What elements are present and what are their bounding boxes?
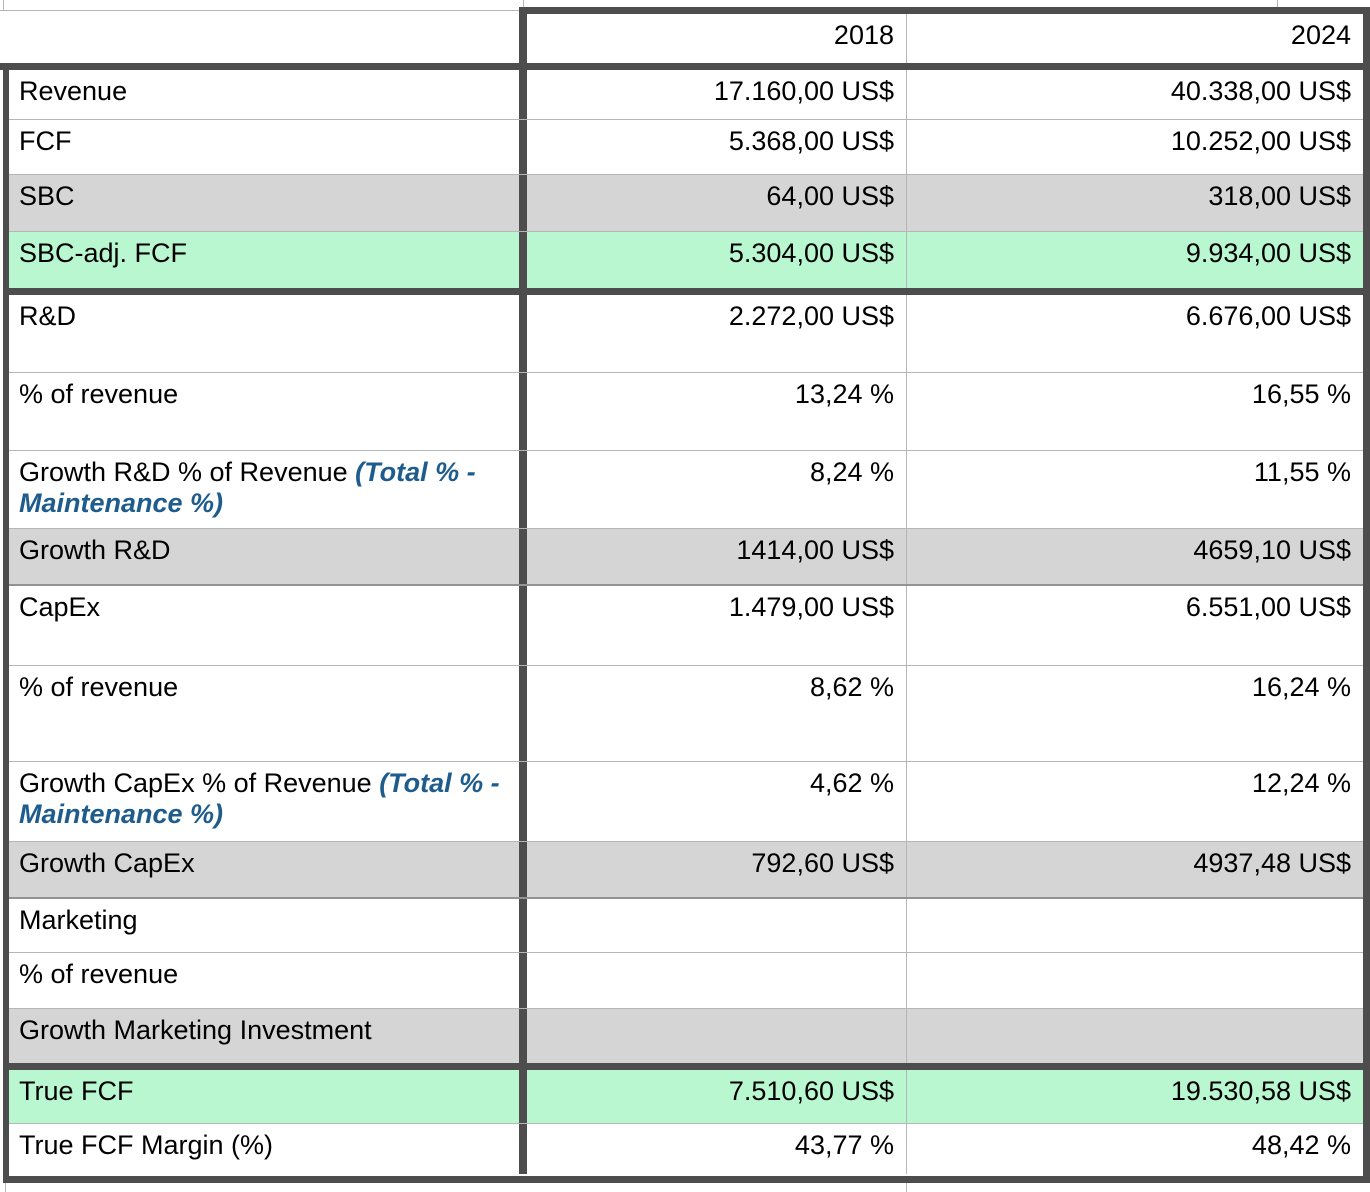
row-label-cell[interactable]: CapEx (9, 586, 527, 665)
cell-2024[interactable]: 12,24 % (1251, 768, 1351, 798)
table-row: Growth CapEx 792,60 US$ 4937,48 US$ (9, 842, 1363, 899)
table-row: % of revenue 13,24 % 16,55 % (9, 373, 1363, 451)
header-cell-2024[interactable]: 2024 (1290, 20, 1351, 50)
cell-2024[interactable]: 4937,48 US$ (1193, 848, 1351, 878)
table-row: Revenue 17.160,00 US$ 40.338,00 US$ (9, 70, 1363, 120)
cell-2024[interactable]: 318,00 US$ (1208, 181, 1351, 211)
cell-2024[interactable]: 10.252,00 US$ (1170, 126, 1351, 156)
row-label-note: (Total % - Maintenance %) (19, 768, 500, 829)
cell-2024[interactable]: 16,55 % (1251, 379, 1351, 409)
row-label-cell[interactable]: R&D (9, 295, 527, 372)
row-label-cell[interactable]: Growth Marketing Investment (9, 1009, 527, 1063)
row-label-cell[interactable]: True FCF (9, 1070, 527, 1123)
cell-2024[interactable]: 9.934,00 US$ (1185, 238, 1351, 268)
cell-2024[interactable] (907, 953, 1363, 1008)
table-row: Growth R&D % of Revenue (Total % - Maint… (9, 451, 1363, 529)
cell-2018[interactable]: 5.304,00 US$ (527, 232, 907, 288)
row-label-cell[interactable]: Growth R&D (9, 529, 527, 584)
row-label: Revenue (19, 76, 128, 106)
cell-2024[interactable]: 6.551,00 US$ (1185, 592, 1351, 622)
cell-2018[interactable]: 64,00 US$ (527, 175, 907, 231)
row-label: Growth CapEx % of Revenue (19, 768, 380, 798)
table-row: % of revenue (9, 953, 1363, 1009)
cell-2018[interactable]: 13,24 % (527, 373, 907, 450)
cell-2024[interactable]: 4659,10 US$ (1193, 535, 1351, 565)
table-row: True FCF Margin (%) 43,77 % 48,42 % (9, 1124, 1363, 1174)
cell-2018[interactable] (527, 899, 907, 952)
table-row: True FCF 7.510,60 US$ 19.530,58 US$ (9, 1070, 1363, 1124)
row-label-cell[interactable]: Revenue (9, 70, 527, 119)
row-label-cell[interactable]: Growth R&D % of Revenue (Total % - Maint… (9, 451, 527, 528)
row-label-cell[interactable]: % of revenue (9, 953, 527, 1008)
cell-2024[interactable]: 6.676,00 US$ (1185, 301, 1351, 331)
gridline (1277, 0, 1278, 7)
row-label: R&D (19, 301, 77, 331)
table-row: CapEx 1.479,00 US$ 6.551,00 US$ (9, 586, 1363, 666)
cell-2018[interactable]: 8,62 % (527, 666, 907, 761)
row-label: SBC (19, 181, 75, 211)
cell-2018[interactable]: 8,24 % (527, 451, 907, 528)
table-row: R&D 2.272,00 US$ 6.676,00 US$ (9, 295, 1363, 373)
table-body: Revenue 17.160,00 US$ 40.338,00 US$ FCF … (3, 70, 1370, 1183)
header-cell-2018[interactable]: 2018 (527, 14, 907, 63)
row-label: Growth R&D % of Revenue (19, 457, 356, 487)
row-label: CapEx (19, 592, 101, 622)
cell-2024[interactable]: 11,55 % (1253, 457, 1351, 487)
row-label-cell[interactable]: % of revenue (9, 373, 527, 450)
row-label: Growth R&D (19, 535, 171, 565)
section-divider (0, 63, 1370, 70)
cell-2018[interactable]: 2.272,00 US$ (527, 295, 907, 372)
row-label: FCF (19, 126, 72, 156)
row-label: % of revenue (19, 379, 179, 409)
table-row: Marketing (9, 899, 1363, 953)
table-row: Growth Marketing Investment (9, 1009, 1363, 1070)
row-label: Growth Marketing Investment (19, 1015, 372, 1045)
row-label: Growth CapEx (19, 848, 195, 878)
table-row: SBC 64,00 US$ 318,00 US$ (9, 175, 1363, 232)
row-label: % of revenue (19, 959, 179, 989)
cell-2018[interactable]: 5.368,00 US$ (527, 120, 907, 174)
gridline (5, 1183, 6, 1192)
row-label: % of revenue (19, 672, 179, 702)
cell-2018[interactable]: 4,62 % (527, 762, 907, 841)
gridline (0, 10, 519, 11)
gridline (523, 0, 524, 7)
cell-2018[interactable]: 43,77 % (527, 1124, 907, 1174)
cell-2024[interactable]: 40.338,00 US$ (1170, 76, 1351, 106)
cell-2018[interactable]: 17.160,00 US$ (527, 70, 907, 119)
row-label: SBC-adj. FCF (19, 238, 188, 268)
cell-2018[interactable] (527, 1009, 907, 1063)
row-label-cell[interactable]: FCF (9, 120, 527, 174)
table-row: Growth R&D 1414,00 US$ 4659,10 US$ (9, 529, 1363, 586)
cell-2024[interactable]: 19.530,58 US$ (1170, 1076, 1351, 1106)
row-label-note: (Total % - Maintenance %) (19, 457, 476, 518)
cell-2024[interactable] (907, 899, 1363, 952)
table-row: Growth CapEx % of Revenue (Total % - Mai… (9, 762, 1363, 842)
cell-2024[interactable]: 16,24 % (1251, 672, 1351, 702)
row-label-cell[interactable]: True FCF Margin (%) (9, 1124, 527, 1174)
row-label-cell[interactable]: Marketing (9, 899, 527, 952)
row-label: True FCF (19, 1076, 134, 1106)
table-row: SBC-adj. FCF 5.304,00 US$ 9.934,00 US$ (9, 232, 1363, 295)
cell-2018[interactable] (527, 953, 907, 1008)
cell-2018[interactable]: 7.510,60 US$ (527, 1070, 907, 1123)
header-row: 2018 2024 (519, 7, 1370, 63)
row-label: Marketing (19, 905, 138, 935)
row-label-cell[interactable]: % of revenue (9, 666, 527, 761)
row-label-cell[interactable]: Growth CapEx (9, 842, 527, 897)
cell-2018[interactable]: 1.479,00 US$ (527, 586, 907, 665)
cell-2018[interactable]: 792,60 US$ (527, 842, 907, 897)
gridline (3, 0, 4, 10)
row-label-cell[interactable]: Growth CapEx % of Revenue (Total % - Mai… (9, 762, 527, 841)
cell-2024[interactable]: 48,42 % (1251, 1130, 1351, 1160)
row-label-cell[interactable]: SBC-adj. FCF (9, 232, 527, 288)
cell-2024[interactable] (907, 1009, 1363, 1063)
gridline (906, 1183, 907, 1192)
table-row: % of revenue 8,62 % 16,24 % (9, 666, 1363, 762)
cell-2018[interactable]: 1414,00 US$ (527, 529, 907, 584)
row-label: True FCF Margin (%) (19, 1130, 274, 1160)
table-row: FCF 5.368,00 US$ 10.252,00 US$ (9, 120, 1363, 175)
row-label-cell[interactable]: SBC (9, 175, 527, 231)
